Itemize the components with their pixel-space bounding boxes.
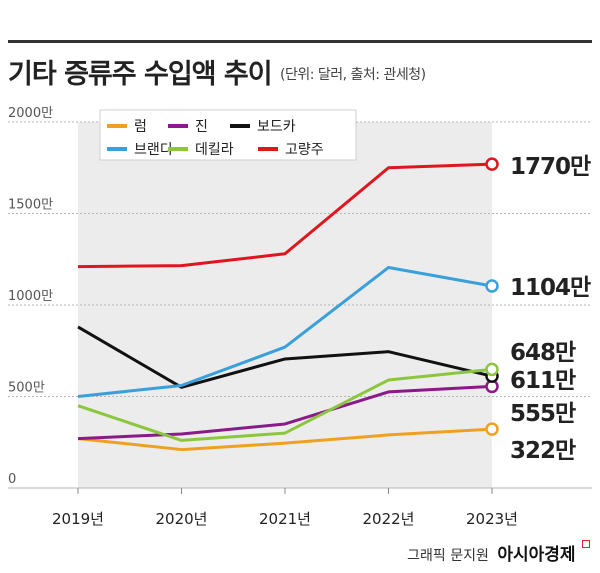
end-point-고량주 bbox=[485, 157, 499, 171]
series-line-브랜디 bbox=[77, 265, 493, 398]
series-line-보드카 bbox=[77, 325, 493, 389]
legend-label-데킬라: 데킬라 bbox=[195, 142, 234, 158]
y-tick-label: 2000만 bbox=[8, 106, 53, 121]
chart-subtitle: (단위: 달러, 출처: 관세청) bbox=[280, 67, 426, 83]
credit: 그래픽 문지원 아시아경제 bbox=[407, 540, 590, 565]
legend-label-보드카: 보드카 bbox=[257, 119, 296, 135]
end-point-브랜디 bbox=[485, 279, 499, 293]
credit-author: 그래픽 문지원 bbox=[407, 548, 489, 564]
end-value-label-고량주: 1770만 bbox=[510, 154, 591, 180]
legend-label-진: 진 bbox=[195, 119, 208, 135]
x-tick-label: 2020년 bbox=[156, 510, 208, 528]
end-value-label-보드카: 611만 bbox=[510, 368, 576, 394]
x-tick-label: 2023년 bbox=[466, 510, 518, 528]
series-line-고량주 bbox=[77, 162, 493, 269]
chart-title: 기타 증류주 수입액 추이 bbox=[8, 59, 273, 90]
legend-label-고량주: 고량주 bbox=[285, 142, 324, 158]
end-point-데킬라 bbox=[485, 362, 499, 377]
legend-box bbox=[99, 109, 357, 161]
y-tick-label: 1000만 bbox=[8, 289, 53, 304]
y-tick-label: 1500만 bbox=[8, 198, 53, 213]
x-tick-label: 2019년 bbox=[52, 510, 104, 528]
series-line-럼 bbox=[77, 427, 493, 452]
x-tick-label: 2021년 bbox=[259, 510, 311, 528]
end-value-label-브랜디: 1104만 bbox=[510, 275, 591, 301]
legend-label-럼: 럼 bbox=[134, 119, 147, 135]
title-bar bbox=[8, 40, 592, 105]
y-tick-label: 0 bbox=[8, 472, 16, 487]
end-value-label-진: 555만 bbox=[510, 401, 576, 427]
series-line-진 bbox=[77, 384, 493, 441]
end-value-label-데킬라: 648만 bbox=[510, 340, 576, 366]
series-line-데킬라 bbox=[77, 367, 493, 442]
end-value-label-럼: 322만 bbox=[510, 438, 576, 464]
end-point-럼 bbox=[485, 422, 499, 436]
brand-mark-icon bbox=[582, 540, 590, 548]
x-tick-label: 2022년 bbox=[363, 510, 415, 528]
legend-label-브랜디: 브랜디 bbox=[134, 142, 173, 158]
credit-brand: 아시아경제 bbox=[497, 545, 576, 565]
y-tick-label: 500만 bbox=[8, 381, 45, 396]
